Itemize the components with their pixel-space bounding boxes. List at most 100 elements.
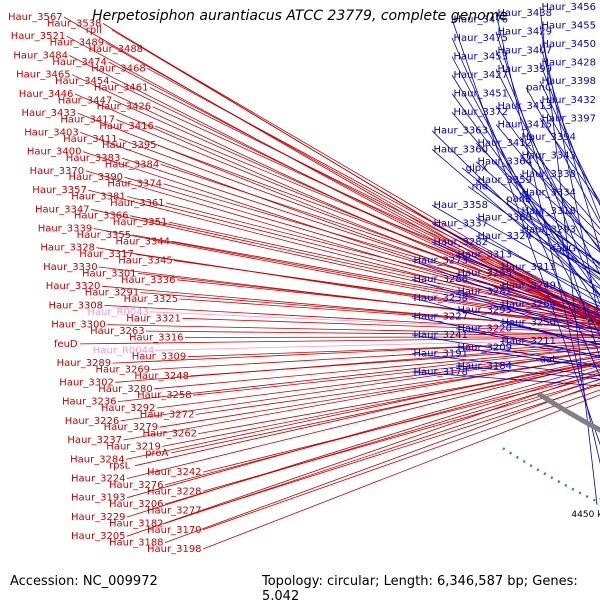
right-leader-line	[411, 278, 600, 340]
left-gene-label: Haur_3291	[85, 288, 140, 299]
right-leader-line	[539, 118, 600, 205]
scale-ticks: 4450 kbp4400 kbp4350 kbp4300 kbp4250 kbp…	[571, 497, 600, 520]
right-leader-line	[411, 353, 600, 377]
left-gene-label: Haur_3170	[147, 525, 202, 536]
right-leader-line	[495, 124, 600, 250]
left-leader-line	[69, 55, 600, 325]
right-leader-line	[495, 68, 600, 276]
left-leader-line	[146, 330, 600, 336]
right-gene-label: Haur_3265	[457, 268, 512, 279]
left-gene-label: Haur_3219	[106, 441, 161, 452]
left-gene-label: Haur_3301	[82, 268, 137, 279]
left-gene-label: Haur_3400	[27, 147, 82, 158]
right-leader-line	[411, 334, 600, 367]
right-gene-label: Haur_3241	[413, 330, 468, 341]
left-gene-label: Haur_3381	[71, 192, 126, 203]
right-gene-label: Haur_3438	[497, 8, 552, 19]
left-gene-label: Haur_3242	[147, 467, 202, 478]
left-leader-line	[174, 260, 600, 322]
left-gene-label: Haur_3262	[143, 429, 198, 440]
left-gene-label: Haur_3289	[57, 358, 112, 369]
left-leader-line	[202, 379, 600, 492]
left-leader-line	[152, 106, 600, 311]
left-leader-line	[134, 361, 600, 467]
left-gene-label: Haur_3355	[77, 230, 132, 241]
left-leader-line	[118, 138, 600, 316]
right-leader-line	[451, 56, 600, 337]
right-gene-label: Haur_3451	[453, 89, 508, 100]
right-gene-label: rho	[472, 181, 488, 192]
right-gene-label: Haur_3191	[413, 348, 468, 359]
left-gene-label: Haur_3321	[126, 313, 181, 324]
left-leader-line	[151, 343, 600, 370]
left-gene-label: Haur_3206	[109, 499, 164, 510]
right-leader-line	[475, 235, 600, 298]
right-gene-label: panB	[506, 194, 532, 205]
left-gene-label: Haur_3284	[70, 454, 125, 465]
topology-text: Topology: circular; Length: 6,346,587 bp…	[262, 574, 578, 600]
left-gene-label: Haur_3325	[124, 294, 179, 305]
left-leader-line	[80, 132, 600, 321]
right-gene-label: Haur_3264	[501, 299, 556, 310]
right-leader-line	[519, 155, 600, 236]
right-gene-label: Haur_3429	[497, 27, 552, 38]
right-gene-label: Haur_3227	[413, 311, 468, 322]
left-gene-label: Haur_3390	[69, 172, 124, 183]
left-leader-line	[160, 164, 600, 311]
left-leader-line	[107, 324, 600, 336]
right-leader-line	[451, 111, 600, 288]
left-gene-label: Haur_3361	[110, 198, 165, 209]
right-gene-label: Haur_3407	[497, 45, 552, 56]
left-gene-label: Haur_3205	[71, 531, 126, 542]
left-leader-line	[144, 48, 600, 316]
left-leader-line	[110, 80, 600, 318]
right-gene-label: Haur_3281	[457, 287, 512, 298]
right-gene-label: Haur_3324	[477, 231, 532, 242]
right-gene-label: Haur_3238	[413, 293, 468, 304]
left-gene-label: Haur_R0044	[93, 345, 155, 356]
left-leader-line	[132, 234, 600, 321]
left-leader-line	[147, 67, 600, 314]
right-leader-line	[455, 254, 600, 315]
left-leader-line	[77, 112, 600, 322]
left-gene-label: Haur_3433	[22, 108, 77, 119]
right-gene-label: Haur_3453	[453, 52, 508, 63]
right-leader-line	[431, 223, 600, 311]
right-gene-label: Haur_3432	[541, 95, 596, 106]
left-gene-label: Haur_3417	[60, 115, 115, 126]
left-gene-label: Haur_3344	[116, 236, 171, 247]
right-leader-line	[495, 50, 600, 305]
left-leader-line	[164, 382, 600, 543]
right-gene-label: Haur_3394	[521, 132, 576, 143]
right-leader-line	[461, 167, 600, 280]
left-leader-line	[126, 365, 600, 499]
left-leader-line	[166, 202, 600, 313]
left-gene-label: Haur_3226	[65, 416, 120, 427]
left-leader-line	[74, 93, 600, 323]
left-leader-line	[126, 371, 600, 537]
left-gene-label: rpsL	[109, 461, 131, 472]
left-leader-line	[126, 368, 600, 518]
right-gene-label: Haur_3334	[521, 188, 576, 199]
left-leader-line	[71, 74, 600, 324]
right-gene-label: Haur_3273	[413, 256, 468, 267]
right-leader-line	[431, 204, 600, 305]
left-leader-line	[117, 347, 600, 402]
left-gene-label: Haur_3374	[107, 179, 162, 190]
right-gene-label: Haur_3249	[501, 280, 556, 291]
right-gene-label: Haur_3211	[501, 336, 556, 347]
left-gene-label: Haur_3248	[134, 371, 189, 382]
right-leader-line	[475, 161, 600, 270]
left-gene-label: Haur_3300	[51, 320, 106, 331]
left-gene-label: Haur_3426	[97, 102, 152, 113]
left-gene-label: Haur_3366	[74, 211, 129, 222]
left-gene-label: Haur_3351	[113, 217, 168, 228]
left-leader-line	[198, 362, 600, 434]
right-leader-line	[411, 297, 600, 348]
left-gene-label: Haur_3461	[94, 83, 149, 94]
left-gene-label: Haur_3521	[11, 31, 66, 42]
right-gene-label: Haur_3455	[541, 21, 596, 32]
right-leader-line	[455, 291, 600, 335]
left-gene-label: Haur_3316	[129, 333, 184, 344]
